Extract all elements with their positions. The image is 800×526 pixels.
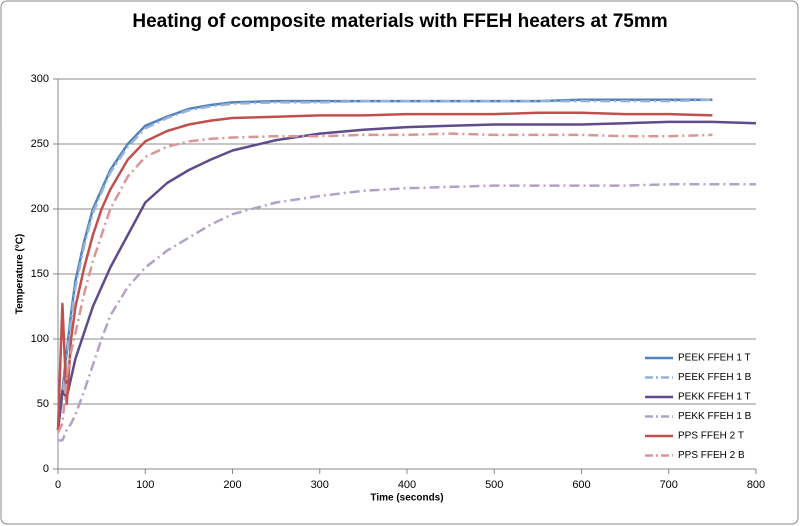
- x-tick-label: 200: [223, 479, 241, 491]
- x-tick-label: 800: [747, 479, 765, 491]
- legend-label: PEKK FFEH 1 T: [678, 392, 751, 403]
- series-line: [56, 120, 757, 431]
- y-tick-label: 100: [31, 333, 49, 345]
- x-tick-label: 500: [485, 479, 503, 491]
- x-tick-label: 700: [660, 479, 678, 491]
- legend-label: PEEK FFEH 1 T: [678, 353, 751, 364]
- y-tick-label: 0: [43, 463, 49, 475]
- x-tick-label: 100: [136, 479, 154, 491]
- y-axis-label: Temperature (°C): [15, 234, 26, 315]
- legend-label: PEEK FFEH 1 B: [678, 372, 752, 383]
- legend-label: PPS FFEH 2 T: [678, 431, 744, 442]
- x-axis-label: Time (seconds): [370, 493, 443, 504]
- x-tick-label: 300: [311, 479, 329, 491]
- series-line: [56, 98, 713, 431]
- series-line: [56, 111, 713, 431]
- legend-label: PEKK FFEH 1 B: [678, 411, 752, 422]
- series-line: [58, 183, 756, 442]
- series-line: [56, 132, 713, 434]
- x-tick-label: 400: [398, 479, 416, 491]
- y-tick-label: 250: [31, 138, 49, 150]
- x-tick-label: 600: [572, 479, 590, 491]
- x-tick-label: 0: [55, 479, 61, 491]
- y-tick-label: 300: [31, 73, 49, 85]
- y-tick-label: 150: [31, 268, 49, 280]
- legend-label: PPS FFEH 2 B: [678, 450, 745, 461]
- chart-title: Heating of composite materials with FFEH…: [132, 11, 667, 32]
- y-tick-label: 50: [37, 398, 49, 410]
- y-tick-label: 200: [31, 203, 49, 215]
